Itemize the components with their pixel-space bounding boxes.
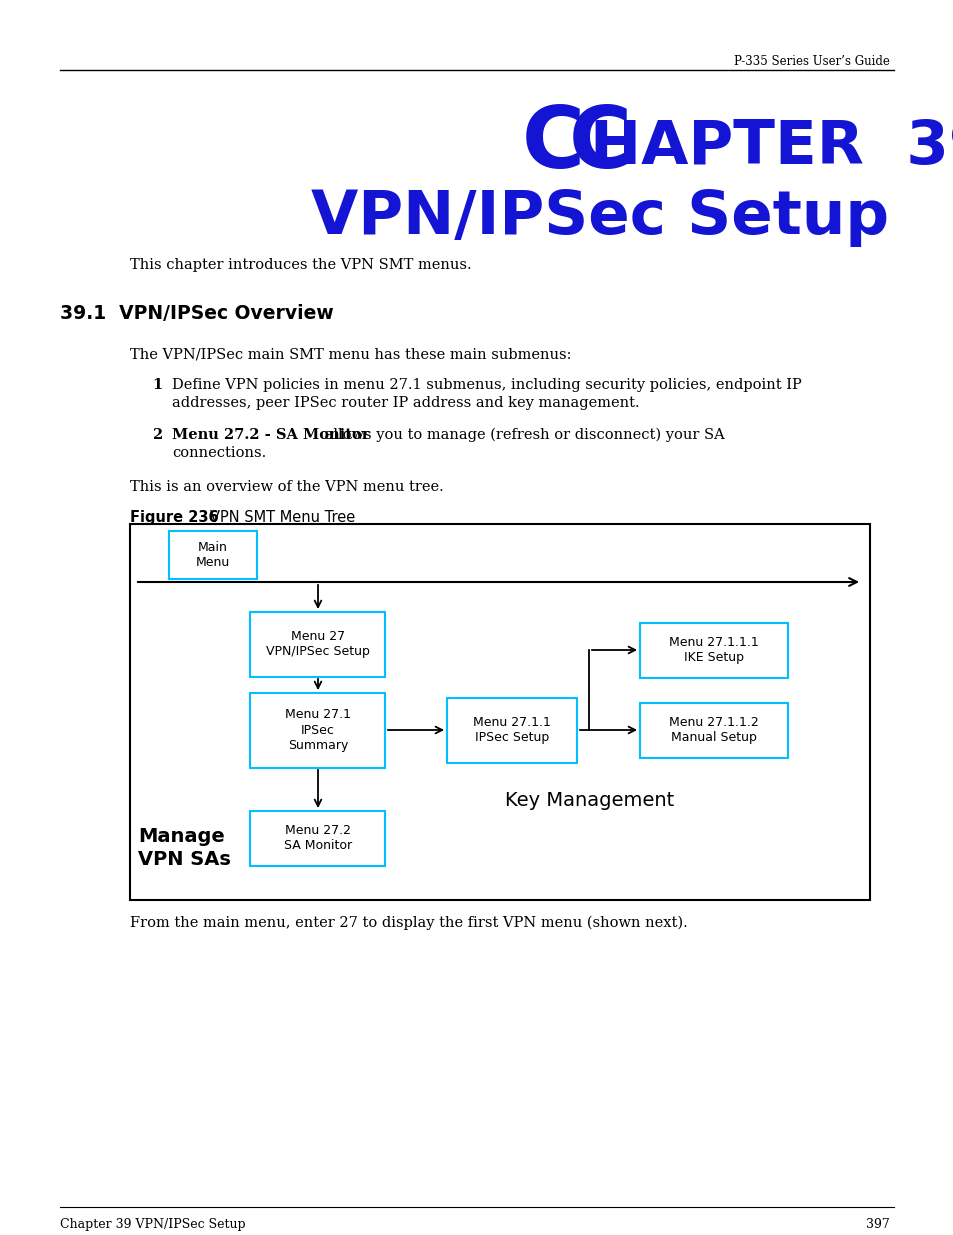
Text: Figure 236: Figure 236 — [130, 510, 218, 525]
Text: Define VPN policies in menu 27.1 submenus, including security policies, endpoint: Define VPN policies in menu 27.1 submenu… — [172, 378, 801, 410]
Text: 39.1  VPN/IPSec Overview: 39.1 VPN/IPSec Overview — [60, 304, 334, 324]
Bar — [639, 703, 787, 757]
Text: 2: 2 — [152, 429, 162, 442]
Text: allows you to manage (refresh or disconnect) your SA: allows you to manage (refresh or disconn… — [319, 429, 724, 442]
Text: This is an overview of the VPN menu tree.: This is an overview of the VPN menu tree… — [130, 480, 443, 494]
Text: The VPN/IPSec main SMT menu has these main submenus:: The VPN/IPSec main SMT menu has these ma… — [130, 348, 571, 362]
Text: Chapter 39 VPN/IPSec Setup: Chapter 39 VPN/IPSec Setup — [60, 1218, 245, 1231]
Text: This chapter introduces the VPN SMT menus.: This chapter introduces the VPN SMT menu… — [130, 258, 471, 272]
Text: Main
Menu: Main Menu — [195, 541, 230, 569]
Bar — [251, 693, 385, 767]
Text: HAPTER  39: HAPTER 39 — [589, 119, 953, 177]
Text: Key Management: Key Management — [505, 790, 674, 809]
Text: VPN/IPSec Setup: VPN/IPSec Setup — [311, 188, 888, 247]
Bar — [130, 524, 869, 900]
Text: Menu 27
VPN/IPSec Setup: Menu 27 VPN/IPSec Setup — [266, 630, 370, 658]
Text: VPN SMT Menu Tree: VPN SMT Menu Tree — [210, 510, 355, 525]
Text: 397: 397 — [865, 1218, 889, 1231]
Text: Menu 27.1.1.2
Manual Setup: Menu 27.1.1.2 Manual Setup — [668, 716, 758, 743]
Text: Menu 27.2 - SA Monitor: Menu 27.2 - SA Monitor — [172, 429, 369, 442]
Text: P-335 Series User’s Guide: P-335 Series User’s Guide — [734, 56, 889, 68]
Text: C: C — [521, 103, 584, 186]
Text: connections.: connections. — [172, 446, 266, 459]
Text: Menu 27.1
IPSec
Summary: Menu 27.1 IPSec Summary — [285, 709, 351, 752]
Text: C: C — [568, 103, 631, 186]
Text: 1: 1 — [152, 378, 162, 391]
Bar — [169, 531, 256, 579]
Bar — [447, 698, 577, 762]
Text: Manage
VPN SAs: Manage VPN SAs — [138, 826, 231, 869]
Bar — [251, 611, 385, 677]
Text: From the main menu, enter 27 to display the first VPN menu (shown next).: From the main menu, enter 27 to display … — [130, 916, 687, 930]
Text: Menu 27.1.1.1
IKE Setup: Menu 27.1.1.1 IKE Setup — [668, 636, 758, 664]
Text: Menu 27.1.1
IPSec Setup: Menu 27.1.1 IPSec Setup — [473, 716, 551, 743]
Text: Menu 27.2
SA Monitor: Menu 27.2 SA Monitor — [284, 824, 352, 852]
Bar — [639, 622, 787, 678]
Bar — [251, 810, 385, 866]
